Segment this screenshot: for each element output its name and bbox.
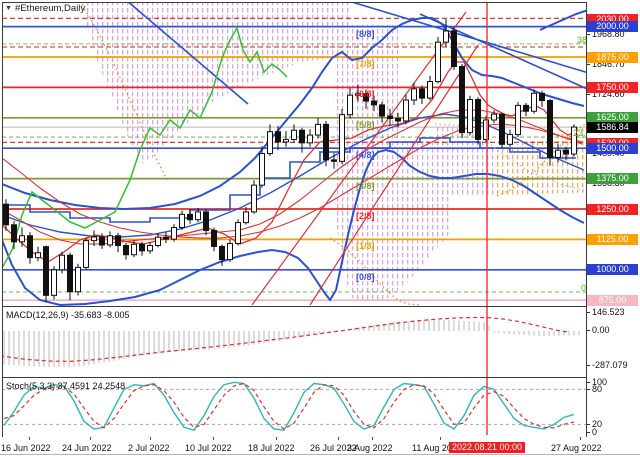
date-tick-mark: [580, 437, 581, 440]
fib-level-label: 23.6: [573, 128, 591, 138]
time-axis[interactable]: 2022.08.21 00:00 16 Jun 2022 24 Jun 2022 2…: [0, 437, 640, 457]
murrey-level-label: [3/8]: [356, 180, 375, 191]
fib-level-label: 38.2: [577, 35, 595, 45]
macd-header: MACD(12,26,9) -35.683 -8.005: [6, 310, 130, 320]
date-label: 11 Aug 2022: [412, 443, 462, 453]
price-tick: 1724.60: [592, 88, 625, 99]
stoch-axis-tick: 80: [592, 384, 603, 394]
price-level-badge: 2000.00: [587, 21, 638, 33]
murrey-level-label: [2/8]: [356, 211, 375, 221]
price-tick: 1846.70: [592, 58, 625, 69]
price-tick-mark: [586, 93, 590, 95]
murrey-level-label: [0/8]: [356, 271, 375, 282]
stoch-axis-tick: 100: [592, 377, 608, 387]
price-level-badge: 1625.00: [587, 112, 638, 124]
macd-tick-mark: [586, 365, 590, 366]
date-label: 27 Aug 2022: [551, 443, 602, 453]
window-bottom-edge: [0, 454, 640, 455]
price-tick: 1968.80: [592, 29, 625, 40]
chart-title-text: #Ethereum,Daily: [14, 3, 86, 14]
price-tick-mark: [586, 63, 590, 65]
price-level-badge: 1500.00: [587, 142, 638, 154]
stoch-tick-mark: [586, 389, 590, 390]
date-label: 3 Aug 2022: [347, 443, 393, 453]
stoch-axis-tick: 0: [592, 427, 598, 437]
stoch-tick-mark: [586, 432, 590, 433]
date-tick-mark: [440, 437, 441, 440]
murrey-level-label: [4/8]: [356, 150, 375, 161]
price-level-badge: 1250.00: [587, 203, 638, 215]
price-level-badge: 1125.00: [587, 233, 638, 245]
ichimoku-cloud-violet: [333, 25, 450, 302]
price-axis[interactable]: 1968.801846.701724.601602.501480.401358.…: [586, 0, 640, 457]
highlighted-date-badge: 2022.08.21 00:00: [449, 442, 526, 453]
macd-axis-tick: 146.523: [592, 307, 625, 317]
price-level-badge: 1750.00: [587, 81, 638, 93]
date-tick-mark: [90, 437, 91, 440]
date-label: 10 Jul 2022: [185, 443, 232, 453]
macd-axis-tick: -287.079: [592, 360, 628, 370]
triangle-down-icon: ▼: [5, 5, 12, 12]
stoch-plot-layer: [2, 381, 586, 431]
date-label: 2 Jul 2022: [128, 443, 170, 453]
price-level-badge: 1875.00: [587, 51, 638, 63]
date-tick-mark: [213, 437, 214, 440]
date-label: 24 Jun 2022: [62, 443, 112, 453]
price-tick-mark: [586, 34, 590, 36]
macd-plot-layer: [2, 316, 580, 368]
date-label: 26 Jul 2022: [310, 443, 357, 453]
murrey-level-label: [1/8]: [356, 241, 375, 252]
stoch-tick-mark: [586, 424, 590, 425]
macd-axis-tick: 0.00: [592, 325, 610, 335]
murrey-level-label: [5/8]: [356, 119, 375, 130]
macd-tick-mark: [586, 312, 590, 313]
price-level-badge: 875.00: [587, 294, 638, 306]
stoch-header: Stoch(5,3,3) 37.4591 24.2548: [6, 381, 126, 391]
chart-symbol-dropdown[interactable]: ▼ #Ethereum,Daily: [5, 3, 85, 14]
murrey-level-label: [8/8]: [356, 28, 375, 39]
date-tick-mark: [338, 437, 339, 440]
date-label: 18 Jul 2022: [248, 443, 295, 453]
date-tick-mark: [29, 437, 30, 440]
ichimoku-cloud-violet: [82, 2, 352, 165]
price-level-badge: 1000.00: [587, 264, 638, 276]
date-tick-mark: [372, 437, 373, 440]
date-tick-mark: [150, 437, 151, 440]
stoch-axis-tick: 20: [592, 419, 603, 429]
date-label: 16 Jun 2022: [1, 443, 51, 453]
murrey-level-label: [7/8]: [356, 59, 375, 69]
price-level-badge: 1586.84: [587, 121, 638, 133]
price-level-badge: 1375.00: [587, 173, 638, 185]
price-level-badge: 2030.00: [587, 13, 638, 25]
date-tick-mark: [276, 437, 277, 440]
macd-tick-mark: [586, 330, 590, 331]
main-plot-layer: [2, 2, 586, 306]
murrey-level-label: [6/8]: [356, 89, 375, 100]
stoch-tick-mark: [586, 382, 590, 383]
